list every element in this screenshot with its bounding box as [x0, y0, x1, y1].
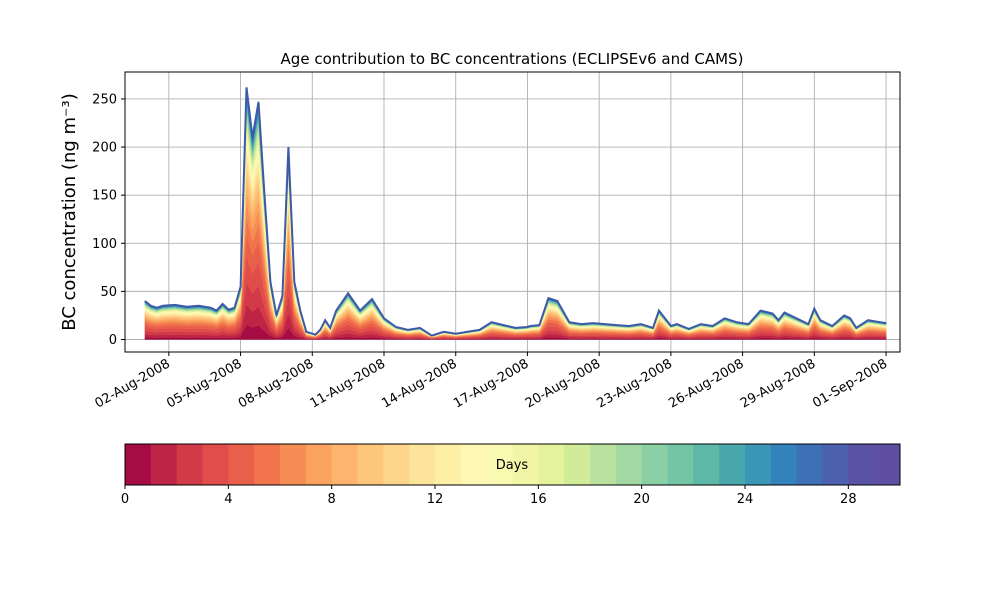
colorbar-segment — [280, 444, 307, 485]
colorbar-segment — [460, 444, 488, 485]
x-axis-ticks: 02-Aug-200805-Aug-200808-Aug-200811-Aug-… — [92, 352, 890, 412]
colorbar-segment — [254, 444, 281, 485]
colorbar-segment — [331, 444, 358, 485]
colorbar-segment — [667, 444, 694, 485]
colorbar-segment — [409, 444, 436, 485]
x-tick-label: 05-Aug-2008 — [164, 356, 244, 411]
x-tick-label: 20-Aug-2008 — [523, 356, 603, 411]
colorbar-segment — [512, 444, 539, 485]
y-axis-ticks: 0 50 100 150 200 250 — [92, 92, 125, 348]
stacked-areas — [144, 87, 887, 340]
colorbar-tick-label: 12 — [427, 492, 444, 507]
colorbar-tick-label: 24 — [737, 492, 754, 507]
y-tick-label: 0 — [109, 333, 117, 348]
colorbar-segment — [305, 444, 333, 485]
x-tick-label: 23-Aug-2008 — [595, 356, 675, 411]
colorbar-segment — [564, 444, 591, 485]
y-tick-label: 250 — [92, 92, 117, 107]
colorbar-segment — [641, 444, 668, 485]
colorbar-tick-label: 8 — [328, 492, 336, 507]
total-line — [144, 87, 887, 337]
colorbar-segment — [590, 444, 617, 485]
colorbar-segment — [719, 444, 746, 485]
colorbar-segment — [538, 444, 565, 485]
colorbar-segment — [745, 444, 772, 485]
colorbar-segment — [125, 444, 152, 485]
x-tick-label: 02-Aug-2008 — [92, 356, 172, 411]
plot-frame — [124, 71, 901, 353]
colorbar-segment — [848, 444, 875, 485]
colorbar-tick-label: 16 — [530, 492, 547, 507]
y-tick-label: 100 — [92, 237, 117, 252]
x-tick-label: 14-Aug-2008 — [379, 356, 459, 411]
colorbar-tick-label: 4 — [224, 492, 232, 507]
colorbar-frame — [124, 443, 901, 486]
y-tick-label: 150 — [92, 189, 117, 204]
x-tick-label: 08-Aug-2008 — [236, 356, 316, 411]
x-tick-label: 26-Aug-2008 — [666, 356, 746, 411]
colorbar-segment — [615, 444, 643, 485]
colorbar-tick-label: 0 — [121, 492, 129, 507]
colorbar-segment — [228, 444, 255, 485]
colorbar-ticks: 0 4 8 12 16 20 24 28 — [121, 485, 857, 507]
colorbar-segment — [176, 444, 203, 485]
y-axis-label: BC concentration (ng m⁻³) — [59, 93, 80, 331]
colorbar-tick-label: 28 — [840, 492, 857, 507]
x-tick-label: 29-Aug-2008 — [738, 356, 818, 411]
y-tick-label: 200 — [92, 141, 117, 156]
colorbar-segment — [874, 444, 901, 485]
colorbar-tick-label: 20 — [633, 492, 650, 507]
colorbar — [124, 443, 901, 486]
colorbar-segment — [822, 444, 849, 485]
colorbar-segment — [693, 444, 720, 485]
x-tick-label: 01-Sep-2008 — [810, 356, 890, 411]
chart-title: Age contribution to BC concentrations (E… — [281, 50, 744, 68]
x-tick-label: 17-Aug-2008 — [451, 356, 531, 411]
colorbar-segment — [435, 444, 462, 485]
colorbar-segment — [357, 444, 384, 485]
x-tick-label: 11-Aug-2008 — [308, 356, 388, 411]
colorbar-segment — [796, 444, 823, 485]
colorbar-segment — [150, 444, 178, 485]
y-tick-label: 50 — [100, 285, 117, 300]
colorbar-segment — [383, 444, 410, 485]
axes — [124, 71, 901, 353]
colorbar-segment — [486, 444, 513, 485]
colorbar-segment — [202, 444, 229, 485]
colorbar-segment — [770, 444, 798, 485]
total-outline — [144, 87, 887, 337]
colorbar-label: Days — [496, 458, 529, 473]
